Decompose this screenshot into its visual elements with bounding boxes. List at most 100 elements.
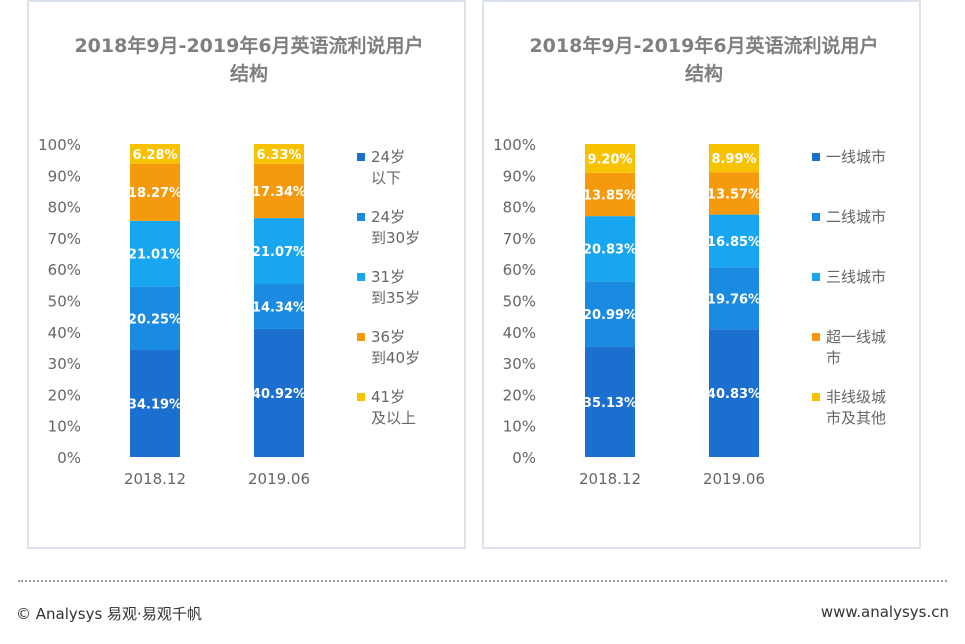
data-label: 18.27% bbox=[128, 186, 182, 201]
data-label: 40.83% bbox=[707, 387, 761, 402]
data-label: 21.07% bbox=[252, 245, 306, 260]
legend-label: 36岁 bbox=[371, 328, 405, 346]
chart-panel-city: 2018年9月-2019年6月英语流利说用户结构 0% 10% 20% 30% 40% 5… bbox=[482, 0, 921, 549]
bar-segment bbox=[709, 329, 759, 457]
footer-copyright: © Analysys 易观·易观千帆 bbox=[16, 605, 202, 623]
legend-swatch bbox=[357, 333, 365, 341]
bar-segment bbox=[585, 216, 635, 282]
y-tick-label: 20% bbox=[503, 386, 536, 404]
y-tick-label: 40% bbox=[503, 324, 536, 342]
legend-swatch bbox=[812, 153, 820, 161]
bar-segment bbox=[254, 284, 304, 329]
y-tick-label: 0% bbox=[57, 449, 81, 467]
y-tick-label: 70% bbox=[48, 230, 81, 248]
y-tick-label: 10% bbox=[503, 418, 536, 436]
legend-label-cont: 市及其他 bbox=[826, 409, 886, 427]
legend-label-cont: 到30岁 bbox=[371, 229, 420, 247]
legend-swatch bbox=[812, 213, 820, 221]
bar-segment bbox=[130, 144, 180, 164]
bar-segment bbox=[130, 220, 180, 287]
data-label: 6.33% bbox=[256, 148, 301, 163]
data-label: 40.92% bbox=[252, 387, 306, 402]
y-tick-label: 60% bbox=[503, 261, 536, 279]
legend-swatch bbox=[812, 333, 820, 341]
chart-title: 2018年9月-2019年6月英语流利说用户结构 bbox=[529, 35, 879, 85]
data-label: 13.85% bbox=[583, 188, 637, 203]
legend-label: 41岁 bbox=[371, 388, 405, 406]
x-tick-label: 2019.06 bbox=[703, 470, 765, 488]
bar-segment bbox=[585, 347, 635, 457]
x-tick-label: 2018.12 bbox=[124, 470, 186, 488]
y-tick-label: 90% bbox=[503, 167, 536, 185]
legend-swatch bbox=[357, 393, 365, 401]
y-tick-label: 80% bbox=[48, 199, 81, 217]
y-tick-label: 100% bbox=[38, 136, 81, 154]
data-label: 8.99% bbox=[711, 152, 756, 167]
data-label: 6.28% bbox=[132, 148, 177, 163]
y-tick-label: 70% bbox=[503, 230, 536, 248]
y-tick-label: 90% bbox=[48, 167, 81, 185]
data-label: 20.83% bbox=[583, 243, 637, 258]
legend-swatch bbox=[357, 213, 365, 221]
bar-segment bbox=[254, 144, 304, 164]
chart-panel-age: 2018年9月-2019年6月英语流利说用户结构 0% 10% 20% 30% 40% 5… bbox=[27, 0, 466, 549]
legend-swatch bbox=[357, 273, 365, 281]
y-tick-label: 0% bbox=[512, 449, 536, 467]
data-label: 20.25% bbox=[128, 312, 182, 327]
y-tick-label: 10% bbox=[48, 418, 81, 436]
y-tick-label: 50% bbox=[503, 293, 536, 311]
y-tick-label: 60% bbox=[48, 261, 81, 279]
y-tick-label: 100% bbox=[493, 136, 536, 154]
data-label: 13.57% bbox=[707, 187, 761, 202]
chart-title: 2018年9月-2019年6月英语流利说用户结构 bbox=[74, 35, 424, 85]
data-label: 17.34% bbox=[252, 185, 306, 200]
y-tick-label: 30% bbox=[503, 355, 536, 373]
data-label: 9.20% bbox=[587, 152, 632, 167]
bar-segment bbox=[709, 172, 759, 215]
chart-city: 0% 10% 20% 30% 40% 50% 60% 70% 80% 90% 100% 35.13% 2… bbox=[493, 136, 886, 488]
legend-swatch bbox=[812, 273, 820, 281]
bar-segment bbox=[130, 349, 180, 457]
legend-swatch bbox=[357, 153, 365, 161]
bar-segment bbox=[130, 286, 180, 350]
bar-segment bbox=[254, 328, 304, 457]
legend-label-cont: 到40岁 bbox=[371, 349, 420, 367]
legend-label: 24岁 bbox=[371, 148, 405, 166]
bar-segment bbox=[585, 281, 635, 348]
legend-label: 一线城市 bbox=[826, 148, 886, 166]
footer-divider bbox=[18, 580, 947, 582]
data-label: 19.76% bbox=[707, 292, 761, 307]
legend-label: 超一线城 bbox=[826, 328, 886, 346]
legend-label: 非线级城 bbox=[826, 388, 886, 406]
y-tick-label: 20% bbox=[48, 386, 81, 404]
legend-label: 三线城市 bbox=[826, 268, 886, 286]
legend-label-cont: 及以上 bbox=[371, 409, 416, 427]
legend-label: 31岁 bbox=[371, 268, 405, 286]
y-tick-label: 40% bbox=[48, 324, 81, 342]
bar-segment bbox=[709, 267, 759, 330]
y-tick-label: 30% bbox=[48, 355, 81, 373]
legend-label: 二线城市 bbox=[826, 208, 886, 226]
y-tick-label: 80% bbox=[503, 199, 536, 217]
legend-label-cont: 到35岁 bbox=[371, 289, 420, 307]
bar-segment bbox=[709, 144, 759, 173]
x-tick-label: 2019.06 bbox=[248, 470, 310, 488]
bar-segment bbox=[254, 163, 304, 219]
bar-segment bbox=[709, 214, 759, 268]
legend-label-cont: 市 bbox=[826, 349, 841, 367]
legend-label-cont: 以下 bbox=[371, 169, 401, 187]
data-label: 14.34% bbox=[252, 300, 306, 315]
bar-segment bbox=[254, 218, 304, 285]
bar-segment bbox=[585, 172, 635, 217]
data-label: 16.85% bbox=[707, 235, 761, 250]
x-tick-label: 2018.12 bbox=[579, 470, 641, 488]
legend-swatch bbox=[812, 393, 820, 401]
data-label: 34.19% bbox=[128, 397, 182, 412]
legend-label: 24岁 bbox=[371, 208, 405, 226]
footer-url[interactable]: www.analysys.cn bbox=[820, 603, 949, 621]
data-label: 35.13% bbox=[583, 396, 637, 411]
data-label: 20.99% bbox=[583, 308, 637, 323]
chart-age: 0% 10% 20% 30% 40% 50% 60% 70% 80% 90% 100% 34.19% 2… bbox=[38, 136, 420, 488]
data-label: 21.01% bbox=[128, 248, 182, 263]
y-tick-label: 50% bbox=[48, 293, 81, 311]
